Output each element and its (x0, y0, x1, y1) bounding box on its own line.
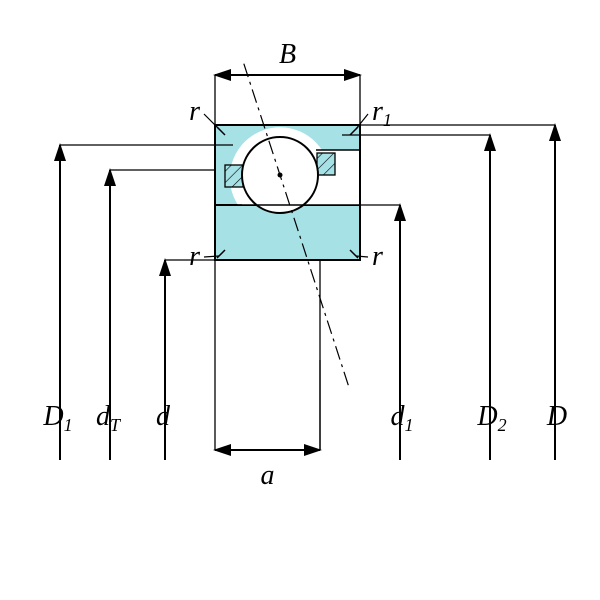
svg-text:r: r (189, 96, 200, 127)
svg-text:B: B (279, 39, 296, 70)
svg-text:a: a (261, 460, 275, 491)
svg-text:r: r (189, 241, 200, 272)
svg-text:r1: r1 (372, 96, 392, 130)
bearing-diagram: Ba D D2 d1 D1 dT d r r1 r r (0, 0, 600, 600)
svg-text:D2: D2 (476, 401, 506, 435)
svg-text:dT: dT (96, 401, 122, 435)
svg-text:d: d (156, 401, 171, 432)
svg-text:D: D (546, 401, 567, 432)
svg-text:r: r (372, 241, 383, 272)
svg-text:d1: d1 (391, 401, 414, 435)
svg-text:D1: D1 (42, 401, 72, 435)
